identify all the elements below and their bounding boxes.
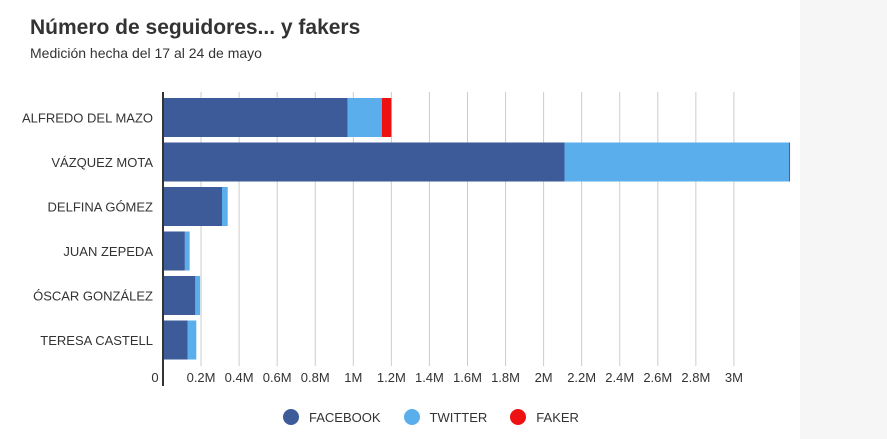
category-label: DELFINA GÓMEZ <box>48 200 154 215</box>
legend-item-facebook[interactable]: FACEBOOK <box>283 409 381 425</box>
legend: FACEBOOK TWITTER FAKER <box>283 409 602 425</box>
x-tick-label: 0.4M <box>225 370 254 385</box>
legend-swatch-twitter <box>403 409 420 425</box>
bars <box>163 98 791 360</box>
legend-swatch-faker <box>510 409 527 425</box>
x-tick-label: 1.6M <box>453 370 482 385</box>
category-label: ALFREDO DEL MAZO <box>22 111 153 126</box>
x-tick-label: 1.2M <box>377 370 406 385</box>
x-tick-label: 1M <box>344 370 362 385</box>
category-label: ÓSCAR GONZÁLEZ <box>33 289 153 304</box>
bar-facebook[interactable] <box>163 276 196 315</box>
bar-facebook[interactable] <box>163 320 188 360</box>
x-tick-label: 2.6M <box>643 370 672 385</box>
bar-facebook[interactable] <box>163 187 222 226</box>
x-tick-label: 1.4M <box>415 370 444 385</box>
category-label: JUAN ZEPEDA <box>63 244 153 259</box>
x-tick-label: 3M <box>725 370 743 385</box>
gridlines <box>200 92 735 366</box>
x-tick-label: 2.4M <box>605 370 634 385</box>
bar-twitter[interactable] <box>221 187 228 226</box>
bar-twitter[interactable] <box>564 142 790 182</box>
stacked-bar-chart: ALFREDO DEL MAZO VÁZQUEZ MOTA DELFINA GÓME… <box>22 92 791 386</box>
bar-twitter[interactable] <box>184 231 190 271</box>
category-labels: ALFREDO DEL MAZO VÁZQUEZ MOTA DELFINA GÓME… <box>22 111 153 349</box>
bar-twitter[interactable] <box>347 98 382 137</box>
x-tick-label: 2M <box>535 370 553 385</box>
legend-label-faker: FAKER <box>536 409 579 425</box>
bar-twitter[interactable] <box>187 320 197 360</box>
bar-faker[interactable] <box>381 98 392 137</box>
x-tick-label: 1.8M <box>491 370 520 385</box>
bar-facebook[interactable] <box>163 98 348 137</box>
chart-card: Número de seguidores... y fakers Medició… <box>22 16 791 425</box>
bar-facebook[interactable] <box>163 142 565 182</box>
legend-swatch-facebook <box>283 409 299 425</box>
x-tick-label: 0.6M <box>263 370 292 385</box>
x-axis-ticks: 0 0.2M 0.4M 0.6M 0.8M 1M 1.2M 1.4M 1.6M 1.8M 2M 2.2… <box>151 370 743 385</box>
chart-subtitle: Medición hecha del 17 al 24 de mayo <box>30 45 262 61</box>
bar-facebook[interactable] <box>163 231 185 271</box>
legend-item-faker[interactable]: FAKER <box>510 409 579 425</box>
category-label: VÁZQUEZ MOTA <box>51 155 153 170</box>
legend-label-facebook: FACEBOOK <box>309 409 381 425</box>
x-tick-label: 2.2M <box>567 370 596 385</box>
category-label: TERESA CASTELL <box>40 333 153 348</box>
bar-twitter[interactable] <box>195 276 201 315</box>
bar-faker[interactable] <box>789 142 791 182</box>
x-tick-label: 2.8M <box>681 370 710 385</box>
x-tick-label: 0.2M <box>187 370 216 385</box>
legend-label-twitter: TWITTER <box>429 409 488 425</box>
x-tick-label: 0.8M <box>301 370 330 385</box>
x-tick-label: 0 <box>151 370 158 385</box>
legend-item-twitter[interactable]: TWITTER <box>403 409 488 425</box>
chart-title: Número de seguidores... y fakers <box>30 16 361 39</box>
